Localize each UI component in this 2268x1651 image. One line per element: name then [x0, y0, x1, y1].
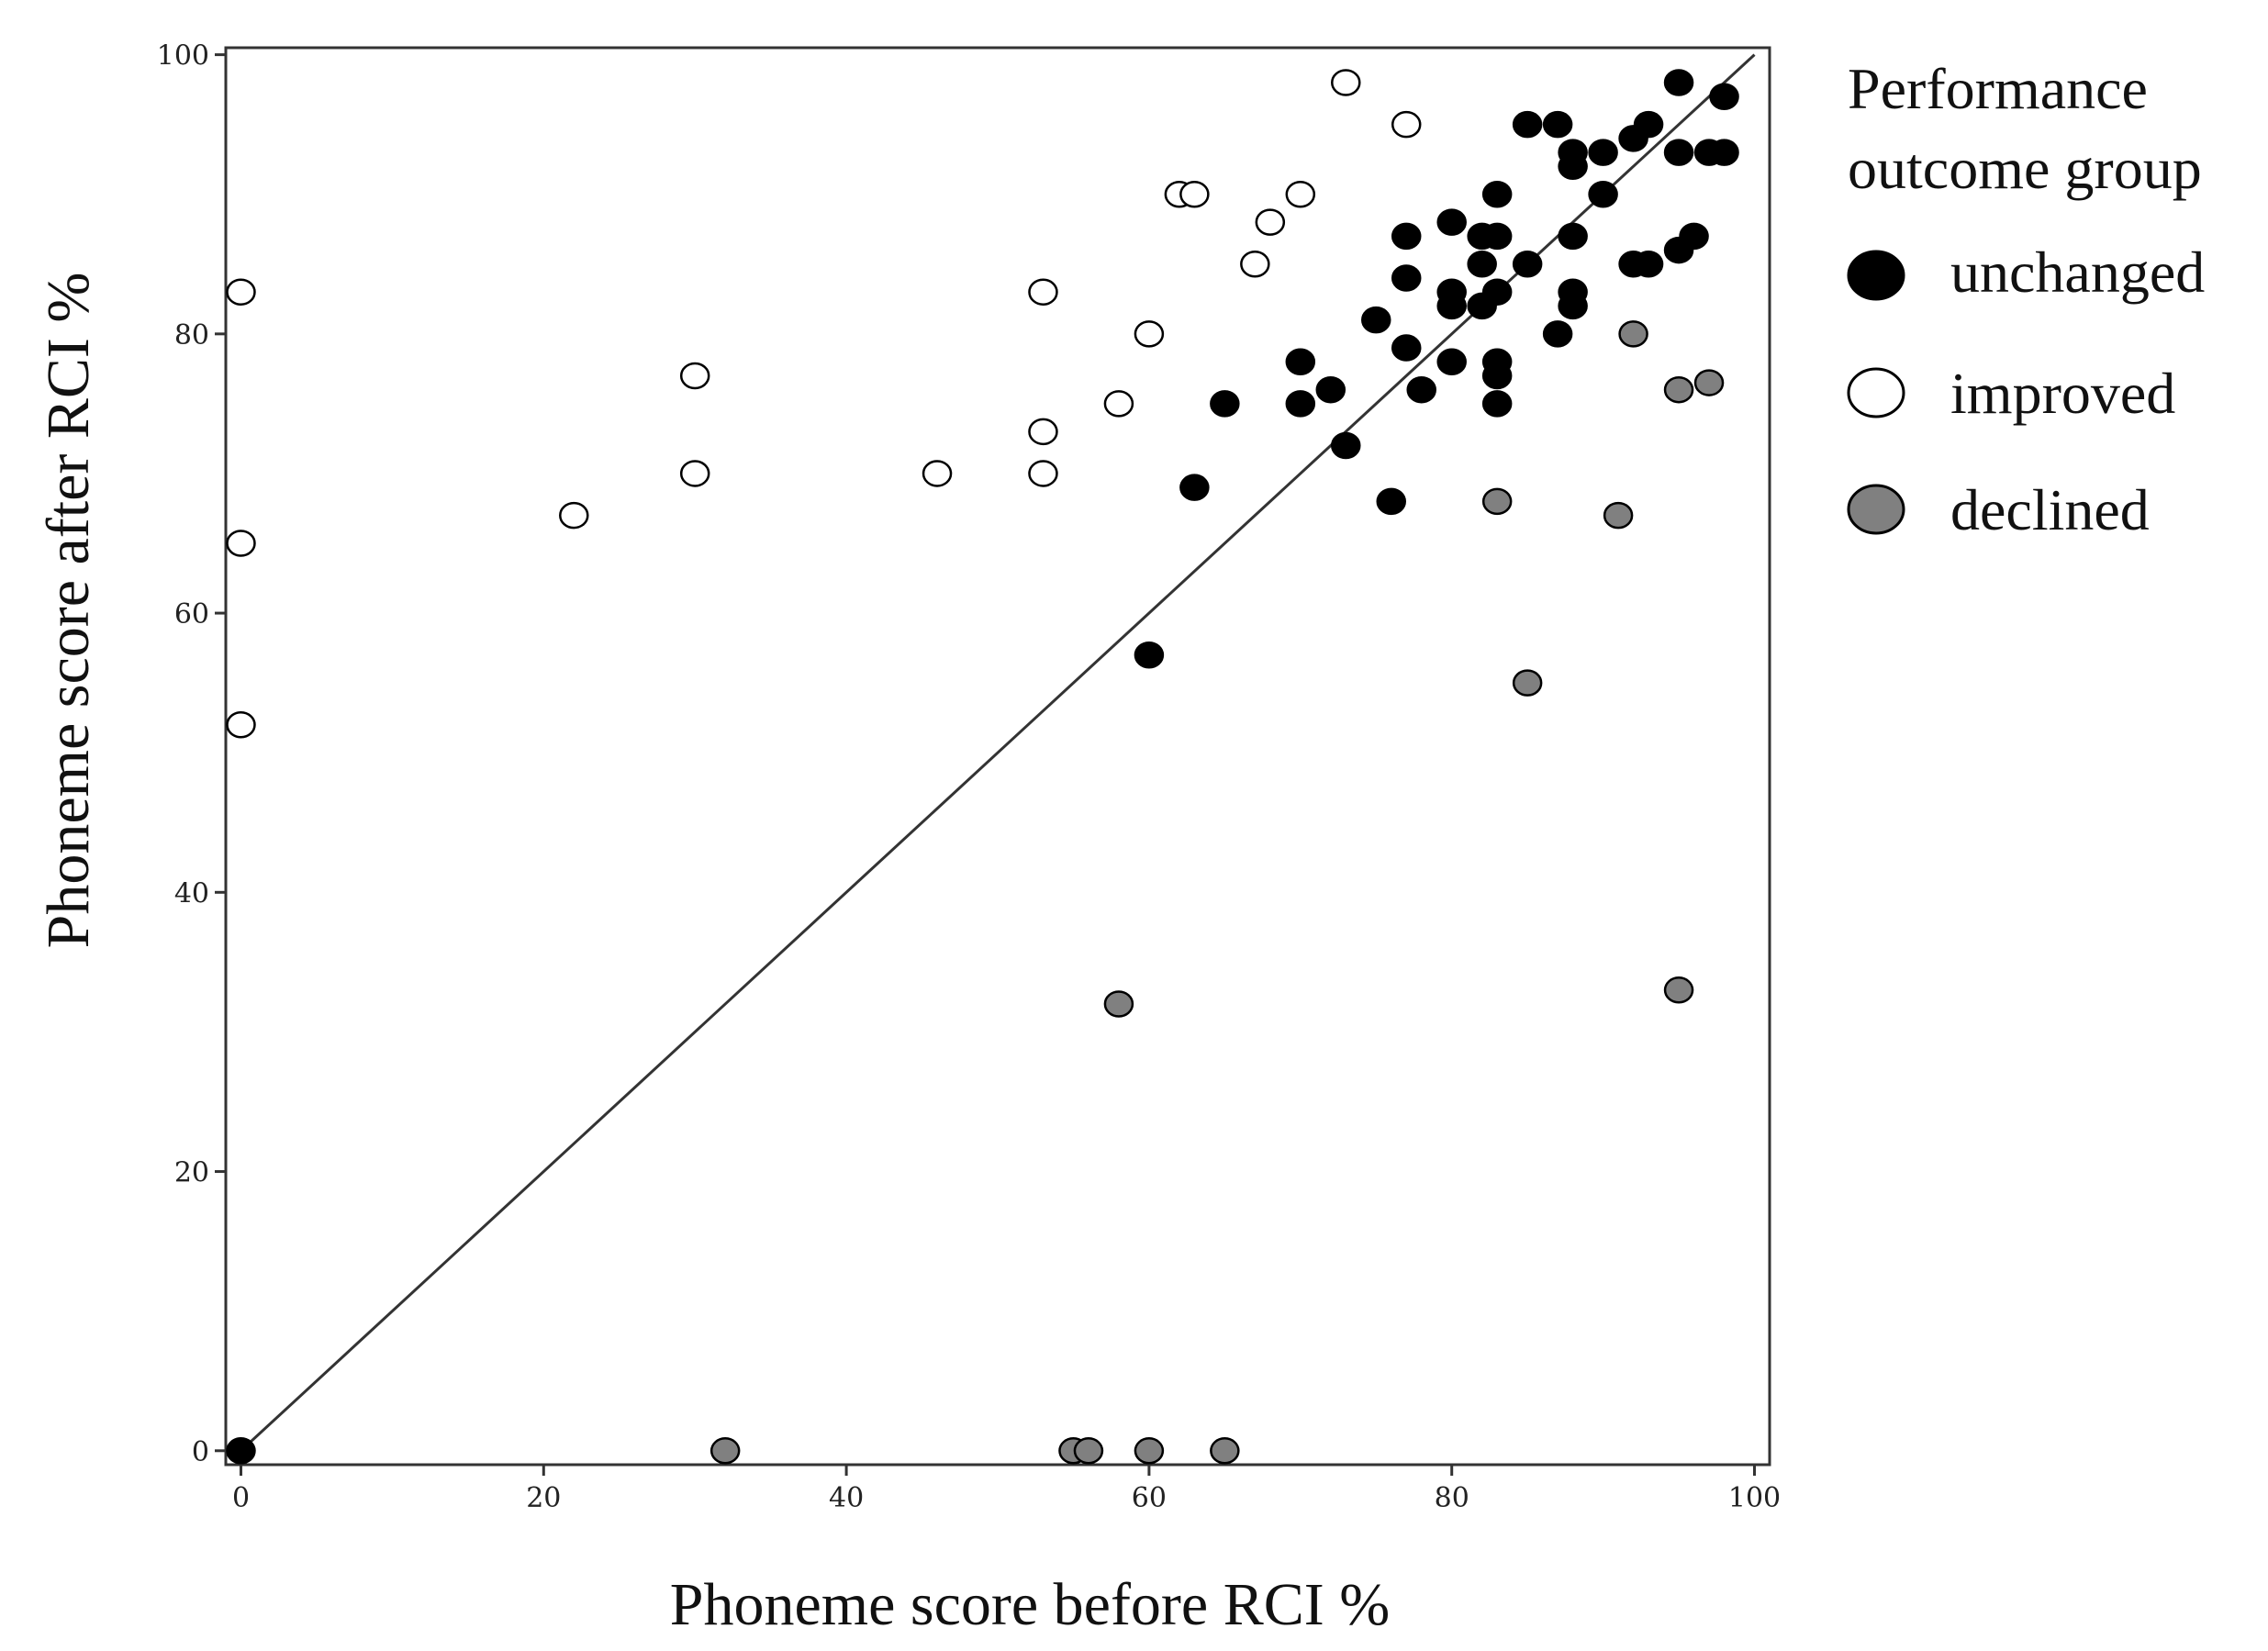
point-unchanged [1391, 334, 1422, 362]
legend: Performance outcome group unchanged impr… [1847, 56, 2205, 542]
point-improved [1028, 460, 1058, 487]
point-improved [1240, 251, 1270, 278]
point-declined [1618, 320, 1648, 348]
point-unchanged [1179, 474, 1210, 501]
point-improved [1028, 418, 1058, 446]
point-declined [1073, 1437, 1104, 1465]
point-unchanged [1512, 110, 1543, 139]
point-unchanged [1481, 362, 1513, 390]
point-unchanged [1391, 264, 1422, 292]
x-tick-label: 0 [232, 1482, 250, 1514]
y-tick-label: 40 [174, 877, 209, 909]
point-declined [1134, 1437, 1165, 1465]
point-declined [1663, 976, 1694, 1004]
point-declined [1603, 501, 1634, 530]
y-tick-label: 0 [192, 1436, 209, 1468]
point-unchanged [1315, 375, 1346, 404]
point-improved [1134, 320, 1165, 348]
x-tick-label: 60 [1132, 1482, 1167, 1514]
y-tick-label: 20 [174, 1157, 209, 1189]
point-unchanged [1481, 180, 1513, 208]
point-improved [922, 460, 953, 487]
point-improved [226, 530, 256, 557]
y-tick-label: 60 [174, 598, 209, 630]
y-tick-label: 100 [157, 40, 209, 73]
point-unchanged [1663, 139, 1694, 166]
point-unchanged [1542, 110, 1573, 139]
legend-marker-improved [1847, 367, 1905, 418]
point-unchanged [1481, 222, 1513, 251]
point-improved [1285, 180, 1316, 208]
point-unchanged [1618, 125, 1648, 152]
legend-title-line-2: outcome group [1848, 136, 2202, 201]
legend-title-line-1: Performance [1848, 56, 2148, 121]
point-unchanged [1633, 251, 1664, 278]
legend-label-improved: improved [1950, 361, 2175, 426]
legend-marker-declined [1847, 484, 1905, 535]
point-improved [226, 711, 256, 739]
y-tick-label: 80 [174, 319, 209, 351]
point-declined [1663, 375, 1694, 404]
point-unchanged [1285, 348, 1316, 376]
point-unchanged [1542, 320, 1573, 348]
point-unchanged [1663, 236, 1694, 264]
point-unchanged [1285, 390, 1316, 418]
point-unchanged [226, 1437, 256, 1465]
point-unchanged [1391, 222, 1422, 251]
point-improved [1255, 208, 1286, 236]
x-tick-label: 100 [1728, 1482, 1781, 1514]
point-declined [1512, 669, 1543, 697]
point-unchanged [1467, 292, 1497, 320]
point-unchanged [1588, 180, 1618, 208]
point-unchanged [1210, 390, 1240, 418]
legend-label-unchanged: unchanged [1950, 240, 2205, 305]
point-improved [679, 460, 710, 487]
point-declined [709, 1437, 741, 1465]
point-unchanged [1436, 208, 1467, 236]
point-unchanged [1376, 487, 1406, 516]
point-improved [226, 278, 256, 306]
point-unchanged [1481, 390, 1513, 418]
point-unchanged [1436, 348, 1467, 376]
point-improved [1103, 390, 1134, 418]
legend-label-declined: declined [1950, 477, 2150, 542]
point-unchanged [1663, 69, 1694, 96]
point-unchanged [1558, 222, 1588, 251]
point-unchanged [1558, 152, 1588, 181]
point-improved [1028, 278, 1058, 306]
point-declined [1103, 990, 1134, 1018]
point-unchanged [1361, 306, 1391, 334]
point-improved [1391, 110, 1422, 139]
point-improved [1331, 69, 1361, 96]
x-tick-label: 20 [526, 1482, 561, 1514]
point-unchanged [1134, 641, 1165, 669]
point-declined [1693, 369, 1725, 396]
data-points [226, 69, 1739, 1465]
point-unchanged [1512, 251, 1543, 278]
axis-ticks: 0 20 40 60 80 100 0 20 40 60 80 100 [157, 40, 1781, 1514]
point-declined [1210, 1437, 1240, 1465]
point-unchanged [1436, 292, 1467, 320]
point-improved [559, 501, 589, 530]
x-tick-label: 80 [1435, 1482, 1469, 1514]
legend-marker-unchanged [1847, 250, 1905, 301]
point-unchanged [1467, 251, 1497, 278]
point-unchanged [1558, 292, 1588, 320]
y-axis-title: Phoneme score after RCI % [35, 273, 102, 949]
x-tick-label: 40 [829, 1482, 864, 1514]
point-improved [1179, 180, 1210, 208]
point-improved [679, 362, 710, 390]
point-unchanged [1331, 431, 1361, 460]
point-unchanged [1709, 83, 1739, 110]
point-unchanged [1709, 139, 1739, 166]
point-unchanged [1406, 375, 1436, 404]
x-axis-title: Phoneme score before RCI % [670, 1571, 1390, 1638]
point-declined [1481, 487, 1513, 516]
point-unchanged [1588, 139, 1618, 166]
